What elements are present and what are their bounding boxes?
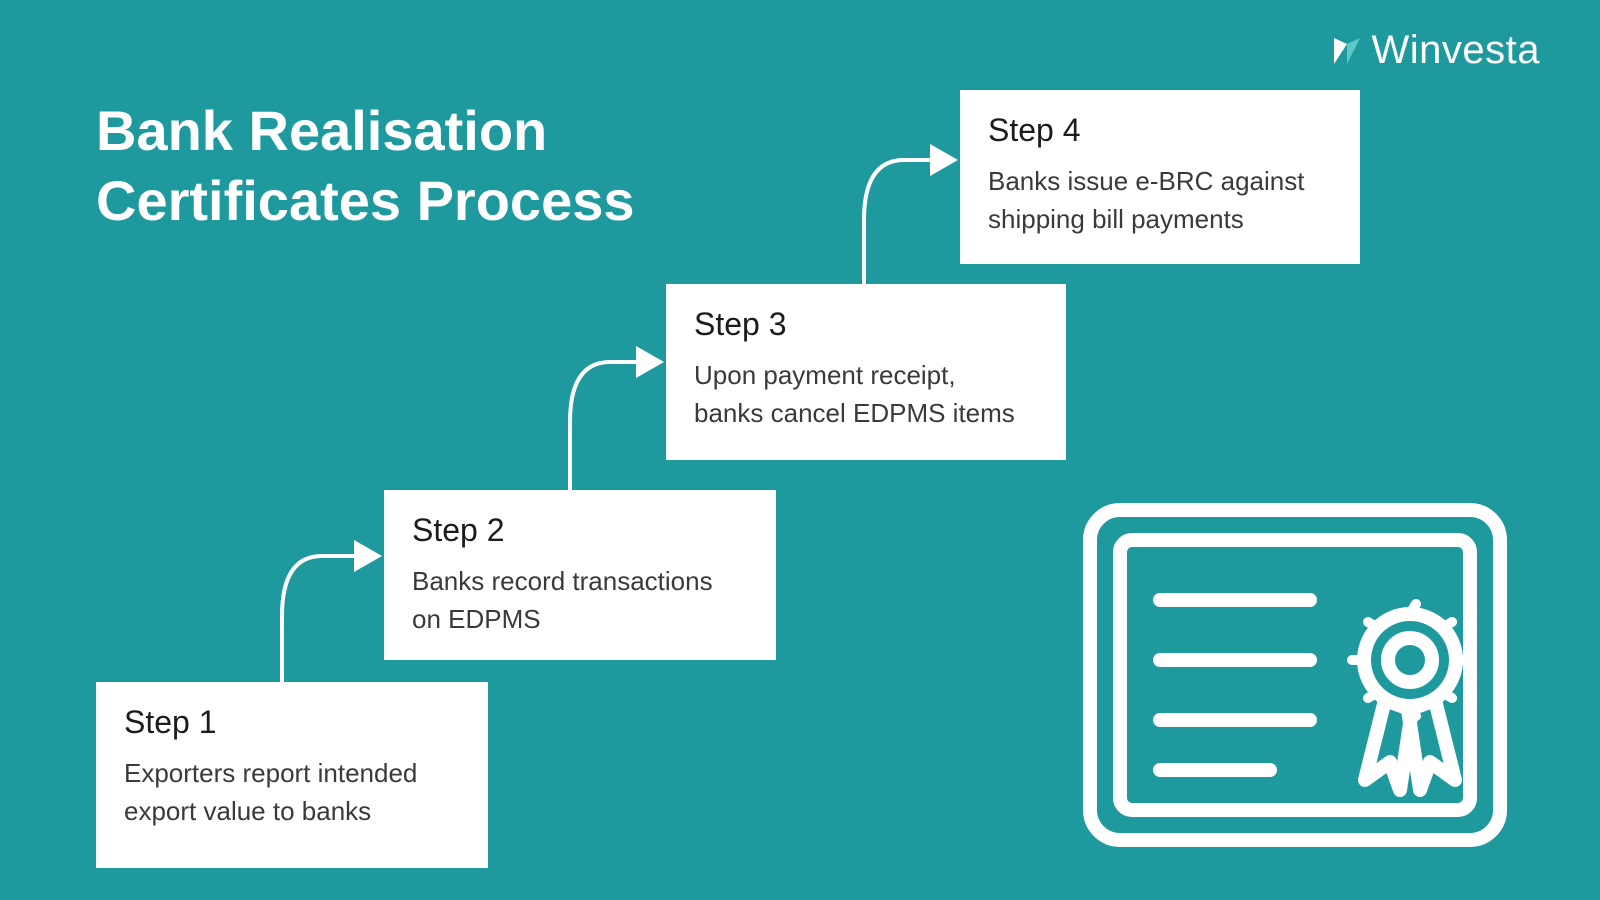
step-description: Upon payment receipt,banks cancel EDPMS … (694, 357, 1038, 432)
logo-text: Winvesta (1372, 28, 1541, 73)
title-line-2: Certificates Process (96, 166, 635, 236)
logo-mark-icon (1330, 34, 1364, 68)
step-box-2: Step 2 Banks record transactionson EDPMS (384, 490, 776, 660)
brand-logo: Winvesta (1330, 28, 1541, 73)
step-box-4: Step 4 Banks issue e-BRC againstshipping … (960, 90, 1360, 264)
step-box-1: Step 1 Exporters report intendedexport va… (96, 682, 488, 868)
step-label: Step 4 (988, 112, 1332, 149)
step-box-3: Step 3 Upon payment receipt,banks cancel … (666, 284, 1066, 460)
step-label: Step 2 (412, 512, 748, 549)
connector-arrow-2 (570, 362, 656, 490)
connector-arrow-3 (864, 160, 950, 284)
step-description: Exporters report intendedexport value to… (124, 755, 460, 830)
step-label: Step 1 (124, 704, 460, 741)
step-description: Banks record transactionson EDPMS (412, 563, 748, 638)
step-label: Step 3 (694, 306, 1038, 343)
infographic-canvas: Winvesta Bank Realisation Certificates P… (0, 0, 1600, 900)
connector-arrow-1 (282, 556, 374, 682)
step-description: Banks issue e-BRC againstshipping bill p… (988, 163, 1332, 238)
title-line-1: Bank Realisation (96, 96, 635, 166)
certificate-icon (1080, 500, 1510, 850)
page-title: Bank Realisation Certificates Process (96, 96, 635, 236)
